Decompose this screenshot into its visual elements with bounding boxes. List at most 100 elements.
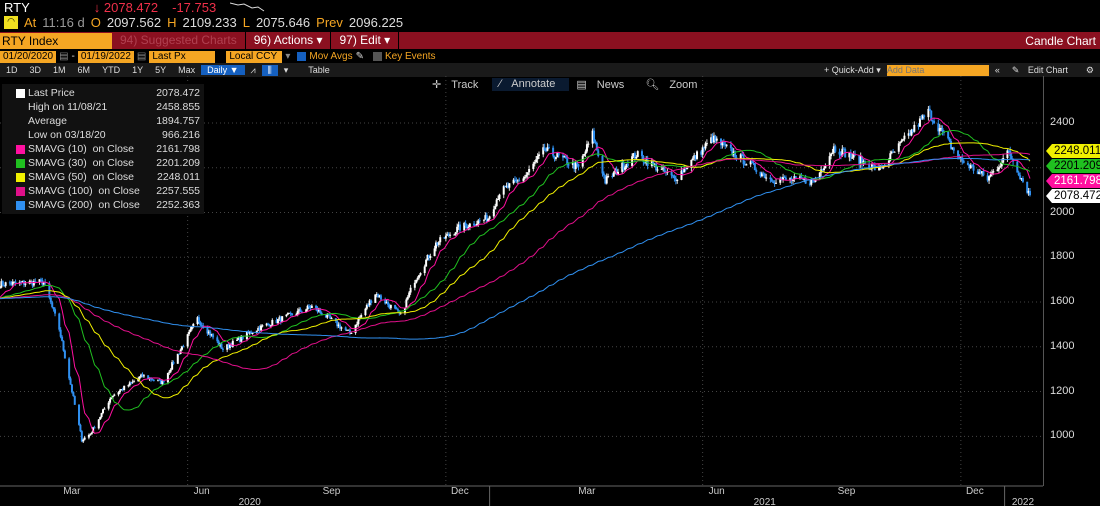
edit-chart-button[interactable]: ✎ Edit Chart (1006, 65, 1080, 76)
candle-body (79, 424, 82, 432)
table-button[interactable]: Table (308, 65, 330, 75)
mov-avgs-label: Mov Avgs (309, 51, 353, 62)
candle-body (514, 179, 516, 181)
legend-item[interactable]: High on 11/08/21 2458.855 (28, 100, 204, 114)
legend-item[interactable]: Last Price 2078.472 (28, 86, 204, 100)
candle-body (506, 185, 509, 188)
add-data-input[interactable] (886, 64, 989, 76)
candle-body (966, 162, 969, 165)
actions-menu[interactable]: 96) Actions ▾ (246, 32, 332, 49)
zoom-button[interactable]: 🔍︎ Zoom (638, 78, 711, 91)
calendar-icon[interactable]: ▤ (59, 51, 69, 62)
candle-body (869, 168, 872, 170)
period-5y[interactable]: 5Y (155, 65, 167, 75)
currency-select[interactable]: Local CCY (226, 50, 283, 63)
collapse-icon[interactable]: « (994, 65, 1000, 75)
candle-body (832, 146, 835, 153)
candle-body (138, 376, 141, 379)
legend-item[interactable]: Low on 03/18/20 966.216 (28, 128, 204, 142)
period-1m[interactable]: 1M (53, 65, 66, 75)
legend-item[interactable]: SMAVG (10) on Close 2161.798 (28, 142, 204, 156)
line-chart-icon[interactable]: ⩘ (250, 64, 256, 75)
legend-item[interactable]: SMAVG (200) on Close 2252.363 (28, 198, 204, 212)
candle-body (693, 155, 696, 159)
candle-body (34, 281, 37, 283)
candle-body (848, 152, 851, 158)
period-1d[interactable]: 1D (6, 65, 18, 75)
candle-body (1027, 191, 1030, 193)
legend-swatch (16, 173, 25, 182)
period-6m[interactable]: 6M (77, 65, 91, 75)
y-tick-label: 1200 (1050, 384, 1075, 397)
open-label: O (90, 14, 101, 30)
edit-menu[interactable]: 97) Edit ▾ (331, 32, 400, 49)
period-3d[interactable]: 3D (29, 65, 42, 75)
legend-value: 2161.798 (156, 143, 200, 155)
candle-body (370, 300, 373, 303)
track-button[interactable]: ✛ Track (425, 78, 492, 91)
candle-body (230, 344, 233, 347)
candle-body (838, 151, 841, 155)
candle-body (526, 172, 529, 175)
candle-body (976, 170, 979, 175)
start-date-input[interactable]: 01/20/2020 (0, 50, 57, 63)
candle-body (20, 281, 23, 283)
gear-icon[interactable]: ⚙ (1085, 64, 1094, 75)
candle-body (394, 305, 397, 309)
candle-body (49, 297, 52, 303)
y-tick-label: 2400 (1050, 116, 1075, 128)
candle-body (427, 254, 430, 259)
period-max[interactable]: Max (178, 65, 196, 75)
suggested-charts-button[interactable]: 94) Suggested Charts (112, 32, 246, 49)
candle-body (621, 162, 624, 172)
candle-body (899, 142, 902, 144)
candle-body (330, 318, 333, 320)
candle-body (21, 280, 24, 283)
period-ytd[interactable]: YTD (102, 65, 121, 75)
legend-label: Low on 03/18/20 (28, 129, 106, 141)
frequency-select[interactable]: Daily ▼ (201, 65, 245, 75)
end-date-input[interactable]: 01/19/2022 (77, 50, 134, 63)
candle-body (140, 374, 143, 377)
legend-item[interactable]: SMAVG (100) on Close 2257.555 (28, 184, 204, 198)
year-label: 2020 (239, 497, 262, 506)
candle-body (893, 151, 896, 153)
candle-body (996, 169, 999, 172)
candle-body (545, 150, 548, 152)
candle-body (504, 186, 507, 188)
dropdown-icon[interactable]: ▾ (285, 51, 291, 62)
legend-item[interactable]: Average 1894.757 (28, 114, 204, 128)
candle-body (561, 155, 564, 158)
period-1y[interactable]: 1Y (132, 65, 144, 75)
candle-chart-icon[interactable]: ⫼ (261, 64, 278, 76)
candle-body (611, 175, 614, 177)
candle-body (564, 156, 567, 159)
legend-swatch (16, 159, 25, 168)
security-input[interactable]: RTY Index (0, 32, 112, 49)
candle-body (770, 179, 773, 182)
dropdown-icon[interactable]: ▾ (283, 64, 289, 75)
key-events-checkbox[interactable] (372, 52, 382, 61)
gauge-icon[interactable]: ◠ (4, 15, 18, 29)
field-select[interactable]: Last Px (149, 50, 216, 63)
candle-body (518, 180, 521, 182)
pencil-icon[interactable]: ✎ (355, 51, 364, 62)
annotate-button[interactable]: ∕ Annotate (492, 78, 570, 91)
candle-body (585, 144, 588, 152)
candle-body (1000, 162, 1003, 167)
legend-item[interactable]: SMAVG (30) on Close 2201.209 (28, 156, 204, 170)
mov-avgs-checkbox[interactable] (297, 52, 307, 61)
candle-body (236, 339, 239, 341)
candle-body (257, 327, 260, 331)
candle-body (355, 324, 358, 326)
quick-add-button[interactable]: + Quick-Add ▾ (824, 64, 881, 75)
calendar-icon[interactable]: ▤ (136, 51, 147, 62)
year-label: 2021 (754, 497, 777, 506)
legend-item[interactable]: SMAVG (50) on Close 2248.011 (28, 170, 204, 184)
candle-body (711, 137, 714, 143)
news-button[interactable]: ▤ News (569, 78, 638, 91)
candle-body (632, 153, 635, 157)
candle-body (674, 178, 677, 181)
chart-tools: ✛ Track ∕ Annotate ▤ News 🔍︎ Zoom (425, 78, 711, 91)
candle-body (684, 167, 687, 170)
